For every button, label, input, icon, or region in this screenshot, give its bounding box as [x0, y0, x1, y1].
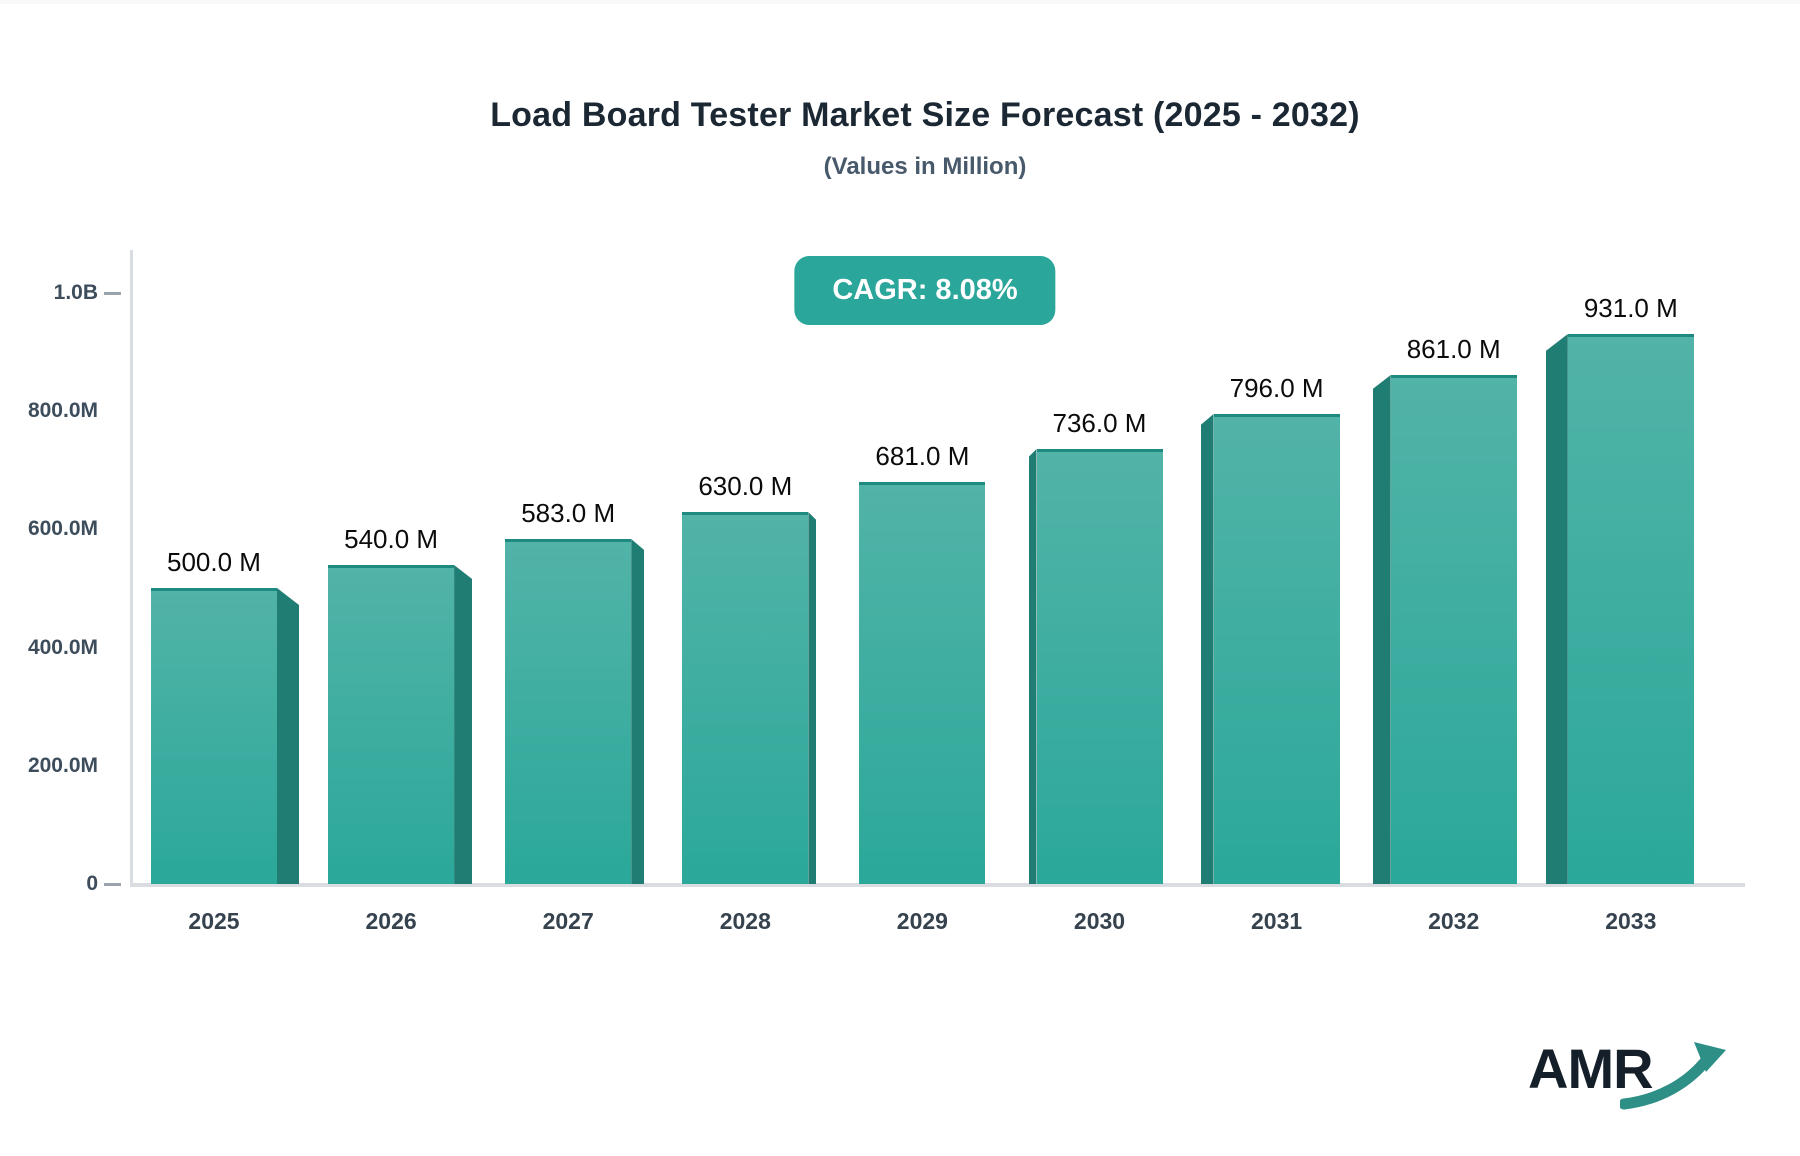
- bar-value-label: 500.0 M: [167, 547, 261, 577]
- bar-face[interactable]: [1213, 414, 1340, 884]
- y-axis-line: [130, 250, 133, 887]
- top-strip: [0, 0, 1800, 4]
- bar-side: [1372, 375, 1391, 884]
- growth-arrow-icon: [1618, 1042, 1732, 1119]
- bar-side: [1545, 334, 1568, 884]
- cagr-badge: CAGR: 8.08%: [794, 256, 1056, 325]
- x-axis-label: 2033: [1605, 908, 1657, 934]
- bar-value-label: 736.0 M: [1052, 408, 1147, 438]
- y-axis-tick: [104, 292, 121, 295]
- bar-face[interactable]: [505, 539, 632, 884]
- amr-logo: AMR: [1528, 1036, 1748, 1126]
- x-axis-label: 2031: [1251, 908, 1303, 934]
- bar-value-label: 630.0 M: [698, 471, 793, 501]
- bar-face[interactable]: [328, 565, 455, 884]
- y-axis-tick: [104, 883, 121, 886]
- bar-side: [277, 588, 299, 884]
- chart-header: Load Board Tester Market Size Forecast (…: [50, 96, 1800, 181]
- y-axis-label: 1.0B: [53, 281, 98, 304]
- x-axis-label: 2032: [1428, 908, 1480, 934]
- x-axis-label: 2030: [1073, 908, 1126, 934]
- chart-title: Load Board Tester Market Size Forecast (…: [490, 96, 1360, 134]
- x-axis-label: 2027: [542, 908, 594, 934]
- bar-face[interactable]: [151, 588, 277, 884]
- y-axis-label: 0: [86, 872, 98, 895]
- bar-face[interactable]: [859, 482, 986, 884]
- bar-face[interactable]: [1036, 449, 1163, 884]
- x-axis-label: 2029: [896, 908, 948, 934]
- amr-logo-text: AMR: [1528, 1037, 1654, 1100]
- y-axis-label: 600.0M: [27, 517, 98, 541]
- bar-value-label: 583.0 M: [521, 498, 616, 528]
- y-axis-label: 800.0M: [27, 399, 98, 423]
- y-axis-label: 200.0M: [27, 753, 98, 777]
- bar-value-label: 540.0 M: [344, 524, 439, 554]
- bar-value-label: 796.0 M: [1229, 373, 1324, 403]
- chart-subtitle: (Values in Million): [823, 153, 1027, 180]
- bar-face[interactable]: [682, 512, 809, 884]
- bar-face[interactable]: [1390, 375, 1517, 884]
- bar-value-label: 861.0 M: [1406, 334, 1501, 364]
- bar-value-label: 931.0 M: [1583, 293, 1678, 323]
- y-axis-label: 400.0M: [27, 635, 98, 659]
- x-axis-label: 2026: [365, 908, 417, 934]
- bar-side: [1200, 414, 1214, 884]
- bar-side: [1028, 449, 1037, 884]
- x-axis-label: 2025: [188, 908, 240, 934]
- x-axis-line: [130, 883, 1745, 887]
- bar-value-label: 681.0 M: [875, 441, 970, 471]
- bar-face[interactable]: [1567, 334, 1694, 884]
- bar-side: [808, 512, 817, 884]
- bar-side: [454, 565, 473, 884]
- bar-side: [631, 539, 645, 884]
- x-axis-label: 2028: [719, 908, 771, 934]
